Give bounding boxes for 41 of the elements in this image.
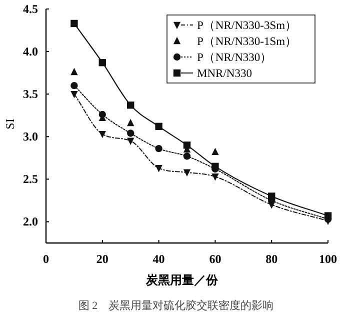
- point: [70, 82, 78, 90]
- point: [183, 142, 191, 149]
- y-axis-title: SI: [3, 118, 17, 130]
- point: [212, 162, 219, 170]
- point: [183, 152, 191, 160]
- y-tick-label: 4.5: [23, 2, 38, 16]
- x-axis-title: 炭黑用量／份: [145, 273, 219, 287]
- x-tick-label: 40: [152, 252, 165, 266]
- x-tick-label: 100: [319, 252, 337, 266]
- point: [324, 212, 332, 220]
- point: [98, 59, 106, 66]
- point: [127, 138, 134, 145]
- point: [268, 192, 276, 200]
- legend-label: P（NR/N330-1Sm）: [197, 36, 298, 48]
- legend-label: MNR/N330: [197, 68, 252, 80]
- point: [70, 90, 78, 98]
- x-tick-label: 80: [266, 252, 278, 266]
- point: [183, 169, 191, 176]
- y-tick-label: 2.0: [23, 214, 38, 229]
- y-tick-label: 4.0: [23, 44, 38, 59]
- point: [212, 174, 219, 181]
- legend-label: P（NR/N330-3Sm）: [197, 20, 298, 32]
- point: [70, 68, 78, 76]
- x-tick-label: 20: [96, 252, 108, 266]
- x-tick-label: 60: [209, 252, 222, 266]
- caption: 图 2 炭黑用量对硫化胶交联密度的影响: [78, 299, 274, 312]
- point: [98, 130, 106, 138]
- point: [127, 102, 134, 109]
- point: [127, 130, 134, 137]
- point: [98, 110, 106, 118]
- x-tick-label: 0: [43, 252, 49, 266]
- y-tick-label: 3.0: [23, 130, 38, 144]
- point: [155, 165, 162, 172]
- point: [127, 118, 134, 126]
- point: [212, 148, 219, 156]
- point: [155, 144, 162, 152]
- y-tick-label: 3.5: [23, 87, 38, 102]
- point: [70, 20, 78, 28]
- point: [155, 122, 162, 130]
- legend-label: P（NR/N330）: [197, 52, 272, 64]
- y-tick-label: 2.5: [23, 172, 38, 186]
